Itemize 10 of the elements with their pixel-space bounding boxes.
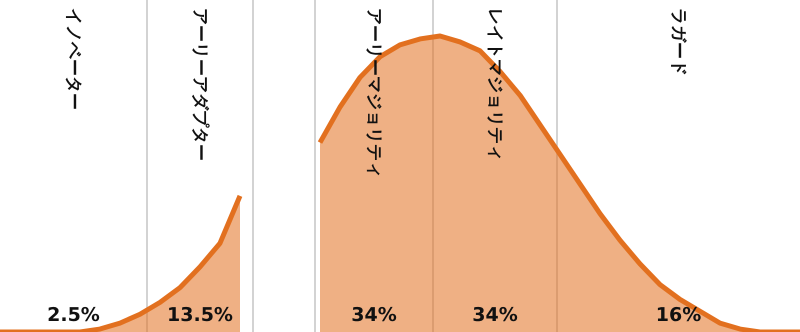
annotation: イノベーター bbox=[62, 8, 84, 110]
annotation: レイトマジョリティ bbox=[484, 8, 506, 161]
annotation: 2.5% bbox=[46, 304, 101, 326]
annotation: 34% bbox=[471, 304, 519, 326]
annotation: アーリーアダプター bbox=[189, 8, 211, 161]
annotation: 34% bbox=[350, 304, 398, 326]
annotation: アーリーマジョリティ bbox=[363, 8, 385, 178]
annotation: 16% bbox=[654, 304, 702, 326]
annotation: ラガード bbox=[668, 8, 690, 76]
annotation: 13.5% bbox=[166, 304, 234, 326]
